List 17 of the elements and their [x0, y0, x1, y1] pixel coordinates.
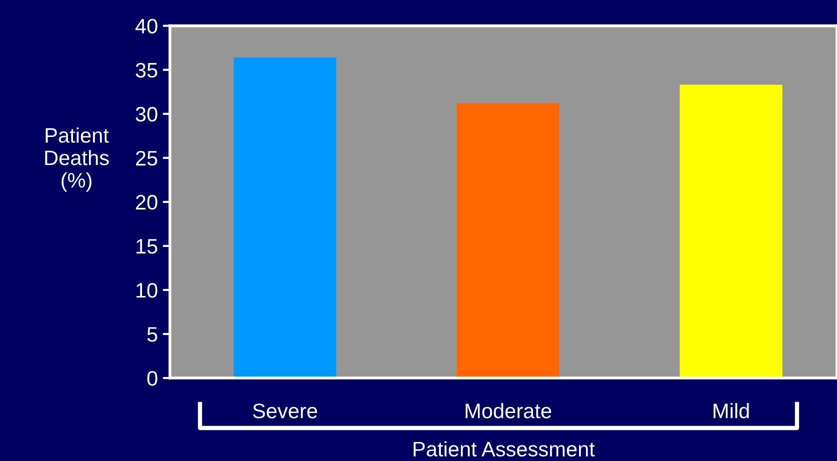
x-tick-label: Mild — [714, 403, 749, 418]
x-tick-label: Moderate — [466, 403, 552, 418]
y-tick-label: 0 — [147, 371, 158, 386]
bar — [234, 58, 336, 378]
bar — [680, 84, 782, 378]
y-axis-title: Patient Deaths (%) — [45, 128, 109, 192]
y-tick-label: 15 — [136, 239, 158, 254]
y-tick-label: 25 — [136, 150, 158, 166]
x-tick-label: Severe — [252, 404, 318, 418]
y-tick-label: 30 — [136, 106, 158, 122]
y-tick-label: 20 — [136, 194, 158, 210]
y-tick-label: 10 — [136, 282, 158, 298]
y-tick-label: 35 — [136, 62, 158, 78]
bar — [456, 103, 560, 378]
x-axis-title: Patient Assessment — [414, 441, 595, 457]
y-tick-label: 40 — [135, 18, 158, 34]
y-tick-label: 5 — [147, 327, 158, 342]
